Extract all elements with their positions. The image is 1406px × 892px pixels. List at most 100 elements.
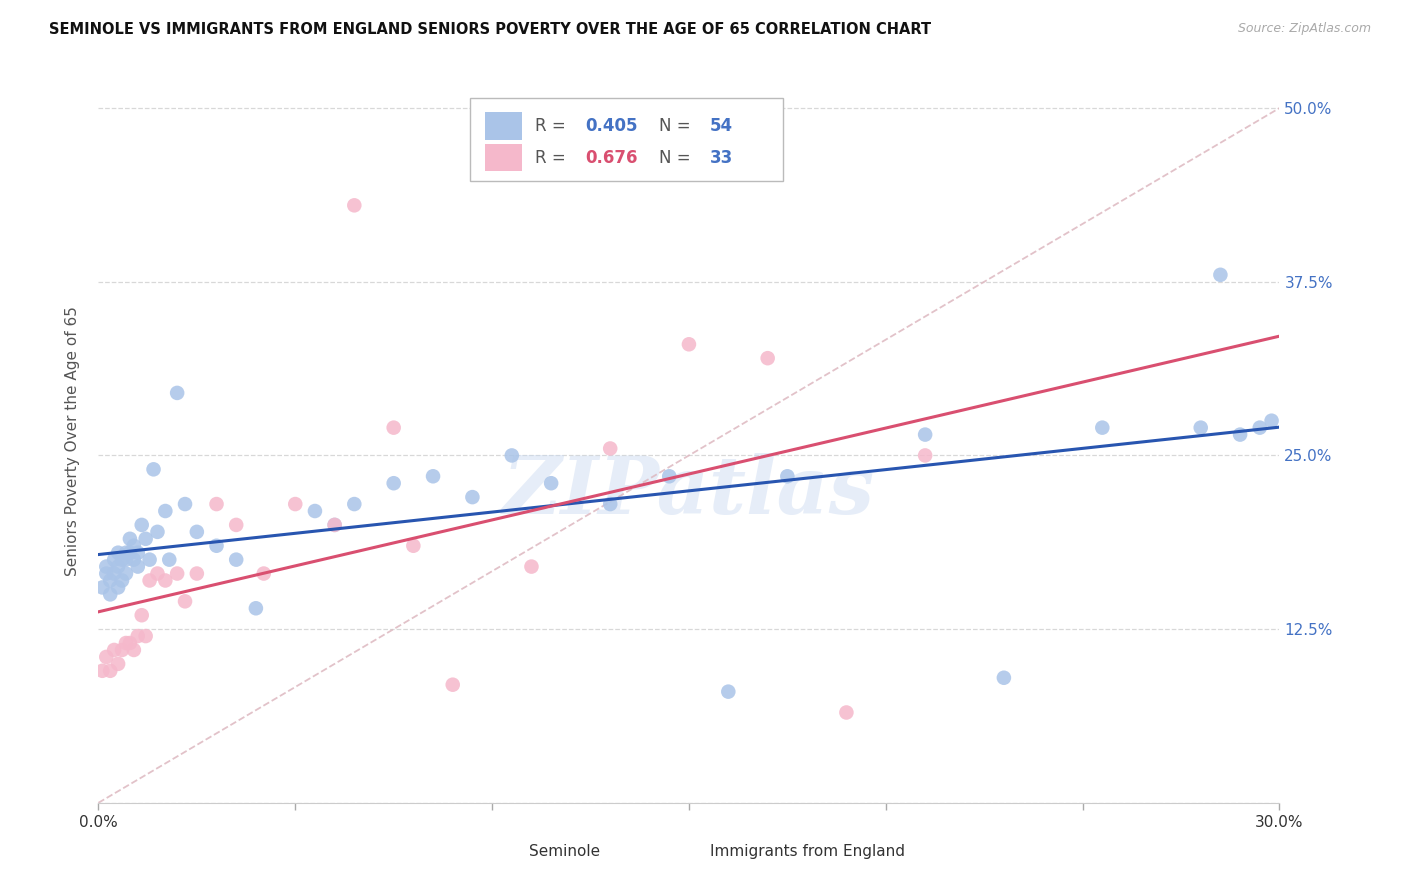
- Point: [776, 469, 799, 483]
- Point: [103, 566, 125, 581]
- Point: [225, 517, 247, 532]
- Point: [122, 643, 145, 657]
- Point: [1189, 420, 1212, 434]
- Point: [115, 566, 138, 581]
- Point: [166, 566, 188, 581]
- Point: [115, 636, 138, 650]
- Point: [245, 601, 267, 615]
- Text: Source: ZipAtlas.com: Source: ZipAtlas.com: [1237, 22, 1371, 36]
- Point: [382, 476, 405, 491]
- Point: [103, 552, 125, 566]
- Text: Seminole: Seminole: [530, 845, 600, 859]
- Point: [115, 552, 138, 566]
- Point: [717, 684, 740, 698]
- Point: [138, 574, 160, 588]
- Point: [146, 524, 169, 539]
- Point: [127, 546, 149, 560]
- Point: [540, 476, 562, 491]
- Point: [118, 636, 141, 650]
- Point: [174, 594, 197, 608]
- Point: [174, 497, 197, 511]
- Point: [138, 552, 160, 566]
- Point: [658, 469, 681, 483]
- Bar: [671, 841, 700, 865]
- Text: SEMINOLE VS IMMIGRANTS FROM ENGLAND SENIORS POVERTY OVER THE AGE OF 65 CORRELATI: SEMINOLE VS IMMIGRANTS FROM ENGLAND SENI…: [49, 22, 931, 37]
- Text: 0.405: 0.405: [585, 117, 637, 135]
- Text: 33: 33: [710, 149, 734, 167]
- Point: [111, 643, 134, 657]
- Point: [343, 497, 366, 511]
- Text: 54: 54: [710, 117, 734, 135]
- Point: [461, 490, 484, 504]
- Point: [304, 504, 326, 518]
- Point: [382, 420, 405, 434]
- Text: N =: N =: [659, 149, 696, 167]
- Point: [225, 552, 247, 566]
- Point: [98, 574, 121, 588]
- Point: [142, 462, 165, 476]
- Point: [98, 587, 121, 601]
- Point: [501, 449, 523, 463]
- Point: [914, 449, 936, 463]
- Bar: [485, 144, 523, 171]
- Point: [96, 566, 118, 581]
- Point: [115, 546, 138, 560]
- Point: [135, 532, 157, 546]
- Text: ZIPatlas: ZIPatlas: [503, 453, 875, 531]
- Point: [103, 643, 125, 657]
- Point: [91, 581, 114, 595]
- Text: 0.676: 0.676: [585, 149, 637, 167]
- FancyBboxPatch shape: [471, 98, 783, 181]
- Point: [1229, 427, 1251, 442]
- Point: [131, 517, 153, 532]
- Point: [107, 657, 129, 671]
- Point: [146, 566, 169, 581]
- Point: [131, 608, 153, 623]
- Point: [107, 546, 129, 560]
- Point: [323, 517, 346, 532]
- Text: N =: N =: [659, 117, 696, 135]
- Point: [135, 629, 157, 643]
- Point: [402, 539, 425, 553]
- Text: Immigrants from England: Immigrants from England: [710, 845, 905, 859]
- Point: [107, 581, 129, 595]
- Point: [520, 559, 543, 574]
- Point: [323, 517, 346, 532]
- Point: [993, 671, 1015, 685]
- Point: [599, 442, 621, 456]
- Point: [205, 539, 228, 553]
- Point: [678, 337, 700, 351]
- Point: [107, 559, 129, 574]
- Point: [96, 559, 118, 574]
- Point: [205, 497, 228, 511]
- Point: [914, 427, 936, 442]
- Point: [111, 574, 134, 588]
- Point: [118, 532, 141, 546]
- Point: [186, 524, 208, 539]
- Point: [118, 546, 141, 560]
- Y-axis label: Seniors Poverty Over the Age of 65: Seniors Poverty Over the Age of 65: [65, 307, 80, 576]
- Point: [186, 566, 208, 581]
- Text: R =: R =: [536, 117, 571, 135]
- Bar: [485, 112, 523, 139]
- Point: [835, 706, 858, 720]
- Point: [422, 469, 444, 483]
- Point: [155, 504, 177, 518]
- Point: [1260, 414, 1282, 428]
- Point: [91, 664, 114, 678]
- Point: [1249, 420, 1271, 434]
- Bar: [488, 841, 517, 865]
- Point: [127, 559, 149, 574]
- Point: [1209, 268, 1232, 282]
- Point: [122, 539, 145, 553]
- Text: R =: R =: [536, 149, 571, 167]
- Point: [756, 351, 779, 366]
- Point: [98, 664, 121, 678]
- Point: [343, 198, 366, 212]
- Point: [1091, 420, 1114, 434]
- Point: [253, 566, 276, 581]
- Point: [96, 649, 118, 664]
- Point: [157, 552, 180, 566]
- Point: [441, 678, 464, 692]
- Point: [599, 497, 621, 511]
